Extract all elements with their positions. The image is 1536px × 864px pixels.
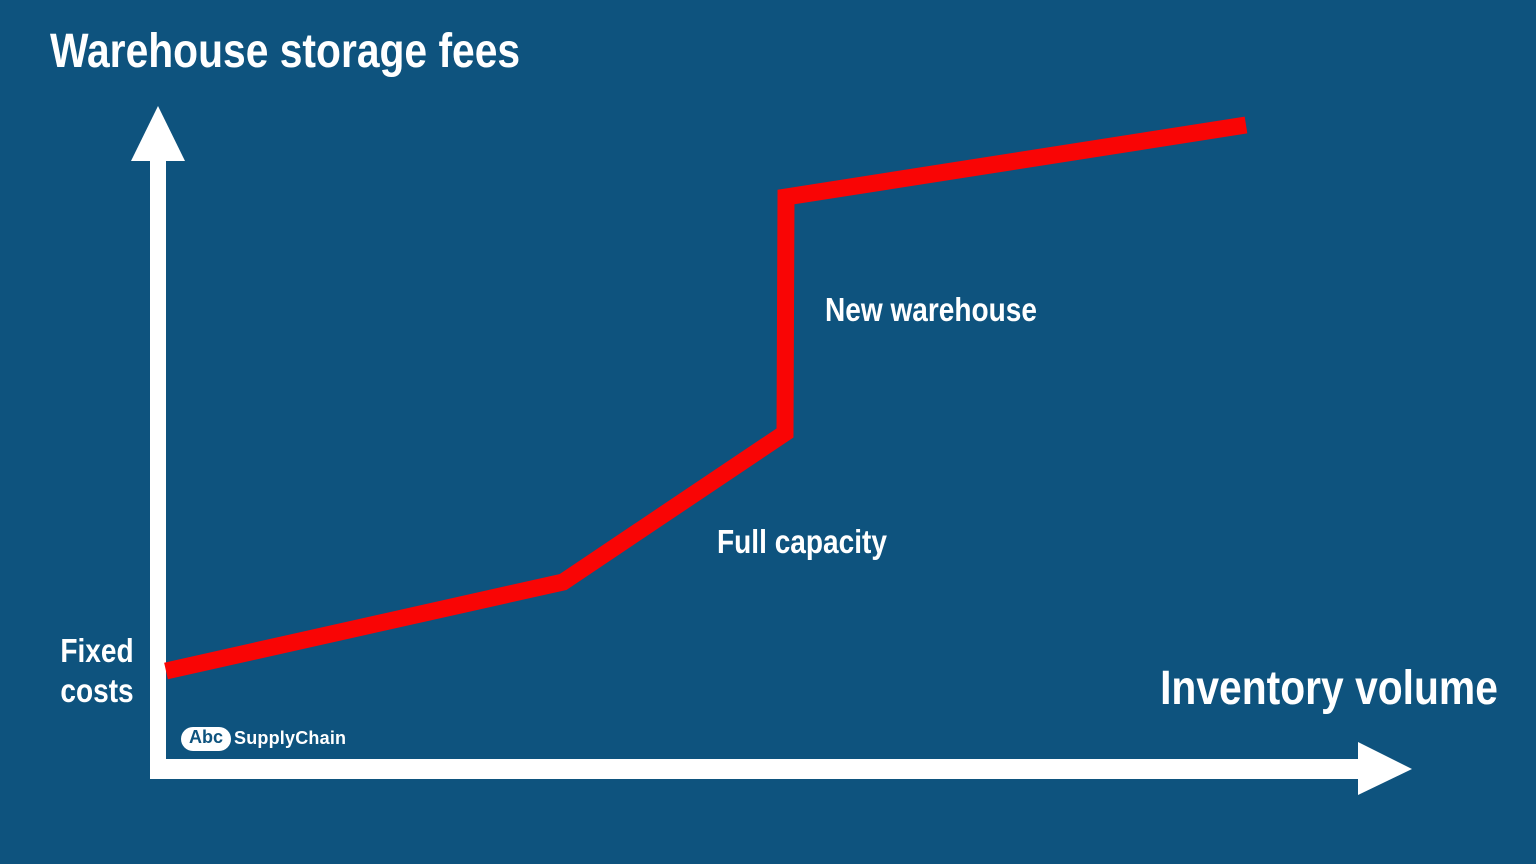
- x-axis-shaft: [150, 759, 1360, 779]
- x-axis-arrow-icon: [1358, 742, 1412, 795]
- logo: Abc SupplyChain: [181, 727, 346, 751]
- logo-abc-badge: Abc: [181, 727, 232, 751]
- y-axis-shaft: [150, 157, 166, 779]
- y-axis-arrow-icon: [131, 106, 185, 161]
- x-axis-label: Inventory volume: [1160, 662, 1498, 715]
- x-axis: [150, 742, 1412, 795]
- label-full-capacity: Full capacity: [717, 523, 887, 560]
- logo-name: SupplyChain: [234, 728, 347, 749]
- label-new-warehouse: New warehouse: [824, 291, 1038, 328]
- cost-line: [164, 116, 1248, 680]
- label-fixed-costs: Fixed costs: [60, 632, 134, 710]
- y-axis: [131, 106, 185, 779]
- page-title: Warehouse storage fees: [50, 25, 521, 78]
